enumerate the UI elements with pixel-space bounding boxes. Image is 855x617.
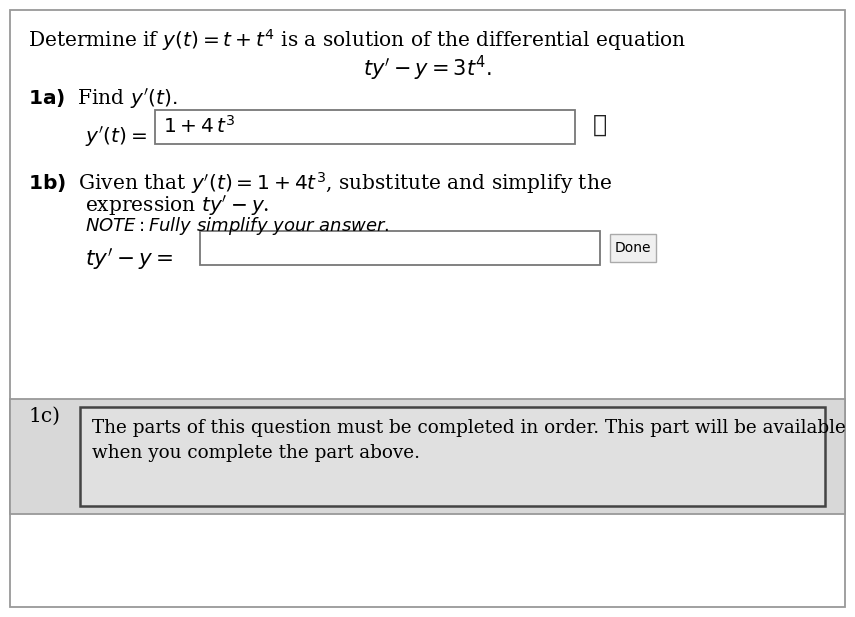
Bar [155, 110, 575, 144]
Text: when you complete the part above.: when you complete the part above. [92, 444, 420, 462]
Bar [610, 234, 656, 262]
Text: $ty' - y = 3t^4.$: $ty' - y = 3t^4.$ [363, 54, 492, 83]
Bar [10, 399, 845, 514]
Text: Determine if $y(t) = t + t^4$ is a solution of the differential equation: Determine if $y(t) = t + t^4$ is a solut… [28, 27, 687, 53]
Bar [80, 407, 825, 506]
Text: 🔒: 🔒 [593, 113, 607, 137]
Text: $y'(t) =$: $y'(t) =$ [85, 125, 147, 149]
Text: Done: Done [615, 241, 652, 255]
Bar [200, 231, 600, 265]
Text: The parts of this question must be completed in order. This part will be availab: The parts of this question must be compl… [92, 419, 846, 437]
Text: $\mathbf{1a)}$  Find $y'(t).$: $\mathbf{1a)}$ Find $y'(t).$ [28, 87, 177, 111]
Text: 1c): 1c) [28, 407, 60, 426]
Text: expression $\mathit{ty' - y}$.: expression $\mathit{ty' - y}$. [85, 194, 269, 218]
Text: $\it{NOTE: Fully\ simplify\ your\ answer.}$: $\it{NOTE: Fully\ simplify\ your\ answer… [85, 215, 390, 237]
Text: $\mathbf{1b)}$  Given that $y'(t) = 1 + 4t^3$, substitute and simplify the: $\mathbf{1b)}$ Given that $y'(t) = 1 + 4… [28, 170, 612, 196]
Text: $ty' - y =$: $ty' - y =$ [85, 247, 173, 273]
Text: $1 + 4\,t^3$: $1 + 4\,t^3$ [163, 115, 236, 137]
